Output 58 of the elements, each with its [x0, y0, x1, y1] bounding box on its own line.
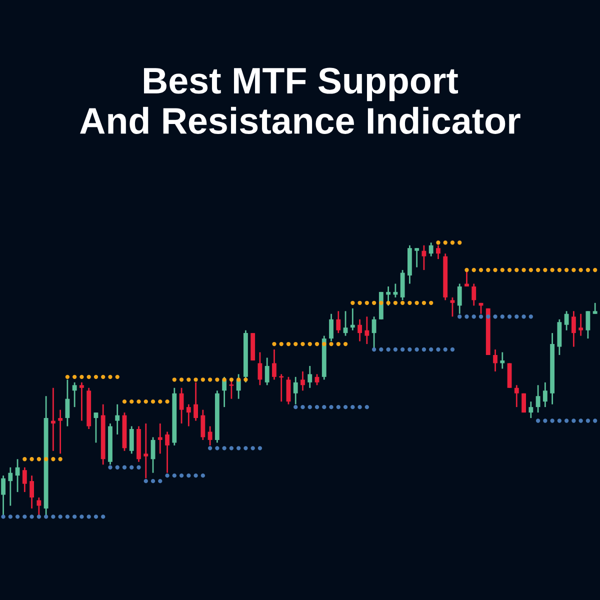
candlestick [308, 365, 312, 389]
candlestick [264, 357, 270, 386]
candlestick [514, 384, 519, 408]
candlestick [300, 370, 305, 392]
candlestick [450, 296, 455, 318]
candlestick [564, 310, 569, 332]
candlestick [386, 286, 391, 306]
candlestick [72, 382, 77, 408]
candlestick [571, 310, 576, 348]
candlestick [165, 431, 170, 474]
candlestick [200, 409, 206, 441]
candlestick [343, 310, 348, 336]
candlestick [115, 404, 120, 436]
candlestick [314, 373, 320, 386]
candlestick [472, 283, 476, 306]
candlestick [208, 426, 212, 446]
candlestick [194, 382, 198, 422]
candlestick [94, 412, 98, 444]
candlestick [422, 244, 426, 271]
candlestick [158, 422, 162, 454]
candlestick [336, 310, 341, 334]
candlestick [592, 302, 598, 315]
candlestick [493, 348, 498, 372]
candlestick [586, 310, 590, 340]
candlestick [358, 318, 362, 342]
candlestick [30, 474, 34, 510]
candlestick [428, 242, 434, 258]
candlestick [286, 376, 291, 406]
candlestick [129, 426, 134, 454]
candlestick [536, 384, 540, 414]
candlestick [500, 352, 505, 370]
candlestick [578, 313, 584, 336]
candlestick [65, 378, 70, 427]
candlestick [150, 436, 156, 474]
candlestick [258, 352, 262, 386]
candlestick [528, 400, 534, 419]
candlestick [329, 313, 334, 342]
candlestick [1, 474, 6, 518]
candlestick [186, 404, 191, 427]
candlestick [350, 308, 355, 332]
candlestick [272, 348, 276, 380]
candlestick [58, 409, 63, 454]
candlestick [436, 244, 440, 260]
candlestick [36, 496, 42, 518]
candlestick [414, 247, 420, 268]
candlestick [22, 466, 27, 493]
candlestick [393, 283, 398, 298]
candlestick [457, 283, 462, 315]
candlestick [179, 387, 184, 424]
chart-title: Best MTF Support And Resistance Indicator [80, 68, 520, 134]
candlestick [80, 382, 84, 422]
candlestick [8, 466, 13, 506]
candlestick [464, 269, 469, 288]
candlestick [15, 458, 20, 493]
candlestick [542, 382, 548, 408]
candlestick [50, 387, 56, 452]
candlestick [364, 316, 370, 345]
candlestick [372, 316, 376, 350]
